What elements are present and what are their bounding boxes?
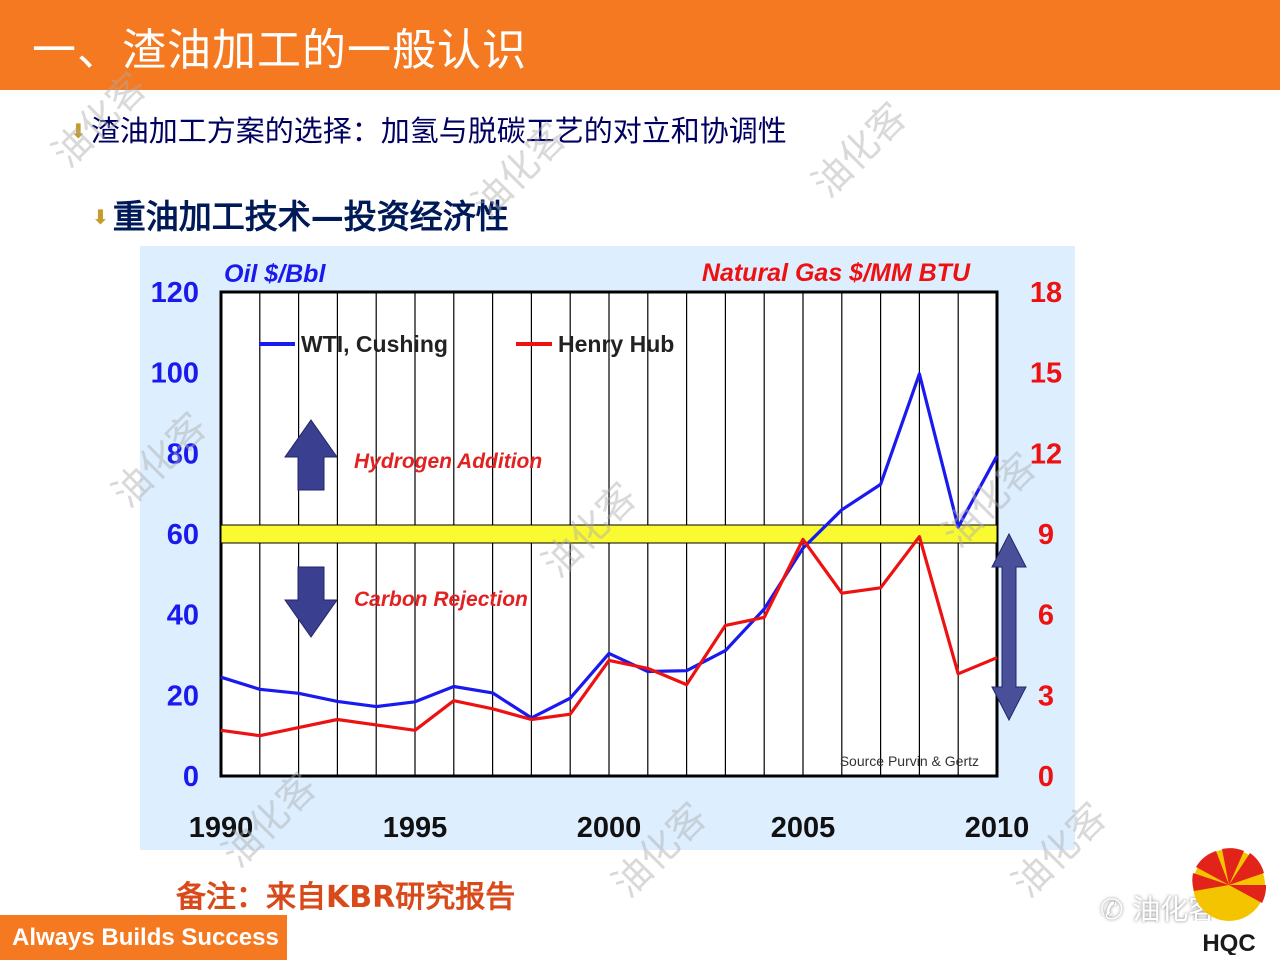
y-right-tick-label: 12 [1030, 438, 1062, 470]
series-line-henry-hub [220, 535, 998, 738]
y-left-tick-label: 100 [151, 358, 199, 390]
left-axis-title: Oil $/Bbl [224, 260, 326, 288]
legend-label: WTI, Cushing [301, 331, 448, 357]
bullet-item-2: ⬇ 重油加工技术—投资经济性 [92, 190, 509, 238]
right-axis-title: Natural Gas $/MM BTU [702, 259, 971, 287]
down-arrow-icon [284, 566, 338, 638]
y-right-tick-label: 9 [1038, 519, 1054, 551]
watermark: 油化客 [803, 94, 916, 206]
footer-bar [0, 915, 287, 960]
double-arrow-icon [991, 532, 1027, 722]
x-tick-label: 2010 [965, 812, 1030, 844]
chart-panel: WTI, Cushing Henry Hub Oil $/Bbl Natural Ga… [140, 246, 1075, 850]
x-tick-label: 2005 [771, 812, 836, 844]
series-line-wti-cushing [220, 372, 999, 720]
page-title: 一、渣油加工的一般认识 [32, 25, 527, 76]
y-left-tick-label: 40 [167, 600, 199, 632]
bullet-arrow-icon: ⬇ [92, 204, 109, 229]
source-label: Source Purvin & Gertz [840, 753, 979, 769]
y-left-tick-label: 0 [183, 761, 199, 793]
legend-label: Henry Hub [558, 331, 674, 357]
x-tick-label: 1990 [189, 812, 254, 844]
y-left-tick-label: 60 [167, 519, 199, 551]
y-right-tick-label: 6 [1038, 600, 1054, 632]
logo-text: HQC [1202, 930, 1255, 955]
wechat-label: ✆ 油化客 [1100, 893, 1217, 926]
y-right-tick-label: 3 [1038, 680, 1054, 712]
y-left-tick-label: 120 [151, 277, 199, 309]
wechat-icon: ✆ [1100, 893, 1133, 926]
x-tick-label: 1995 [383, 812, 448, 844]
y-left-tick-label: 20 [167, 680, 199, 712]
price-chart: WTI, Cushing Henry Hub Oil $/Bbl Natural Ga… [151, 259, 1063, 844]
bullet-item-1: ⬇ 渣油加工方案的选择：加氢与脱碳工艺的对立和协调性 [70, 108, 787, 150]
x-tick-label: 2000 [577, 812, 642, 844]
y-right-tick-label: 15 [1030, 358, 1062, 390]
bullet-arrow-icon: ⬇ [70, 119, 87, 143]
company-logo: HQC [1188, 848, 1270, 955]
hydrogen-addition-label: Hydrogen Addition [354, 450, 542, 473]
bullet-text-2: 重油加工技术—投资经济性 [112, 197, 509, 236]
carbon-rejection-label: Carbon Rejection [354, 588, 528, 611]
footer-tagline: Always Builds Success [12, 924, 279, 951]
bullet-text-1: 渣油加工方案的选择：加氢与脱碳工艺的对立和协调性 [90, 114, 787, 148]
header-bar [0, 0, 1280, 90]
y-left-tick-label: 80 [167, 438, 199, 470]
up-arrow-icon [284, 419, 338, 491]
y-right-tick-label: 18 [1030, 277, 1062, 309]
source-note: 备注：来自KBR研究报告 [176, 880, 516, 915]
threshold-band [220, 524, 998, 544]
y-right-tick-label: 0 [1038, 761, 1054, 793]
